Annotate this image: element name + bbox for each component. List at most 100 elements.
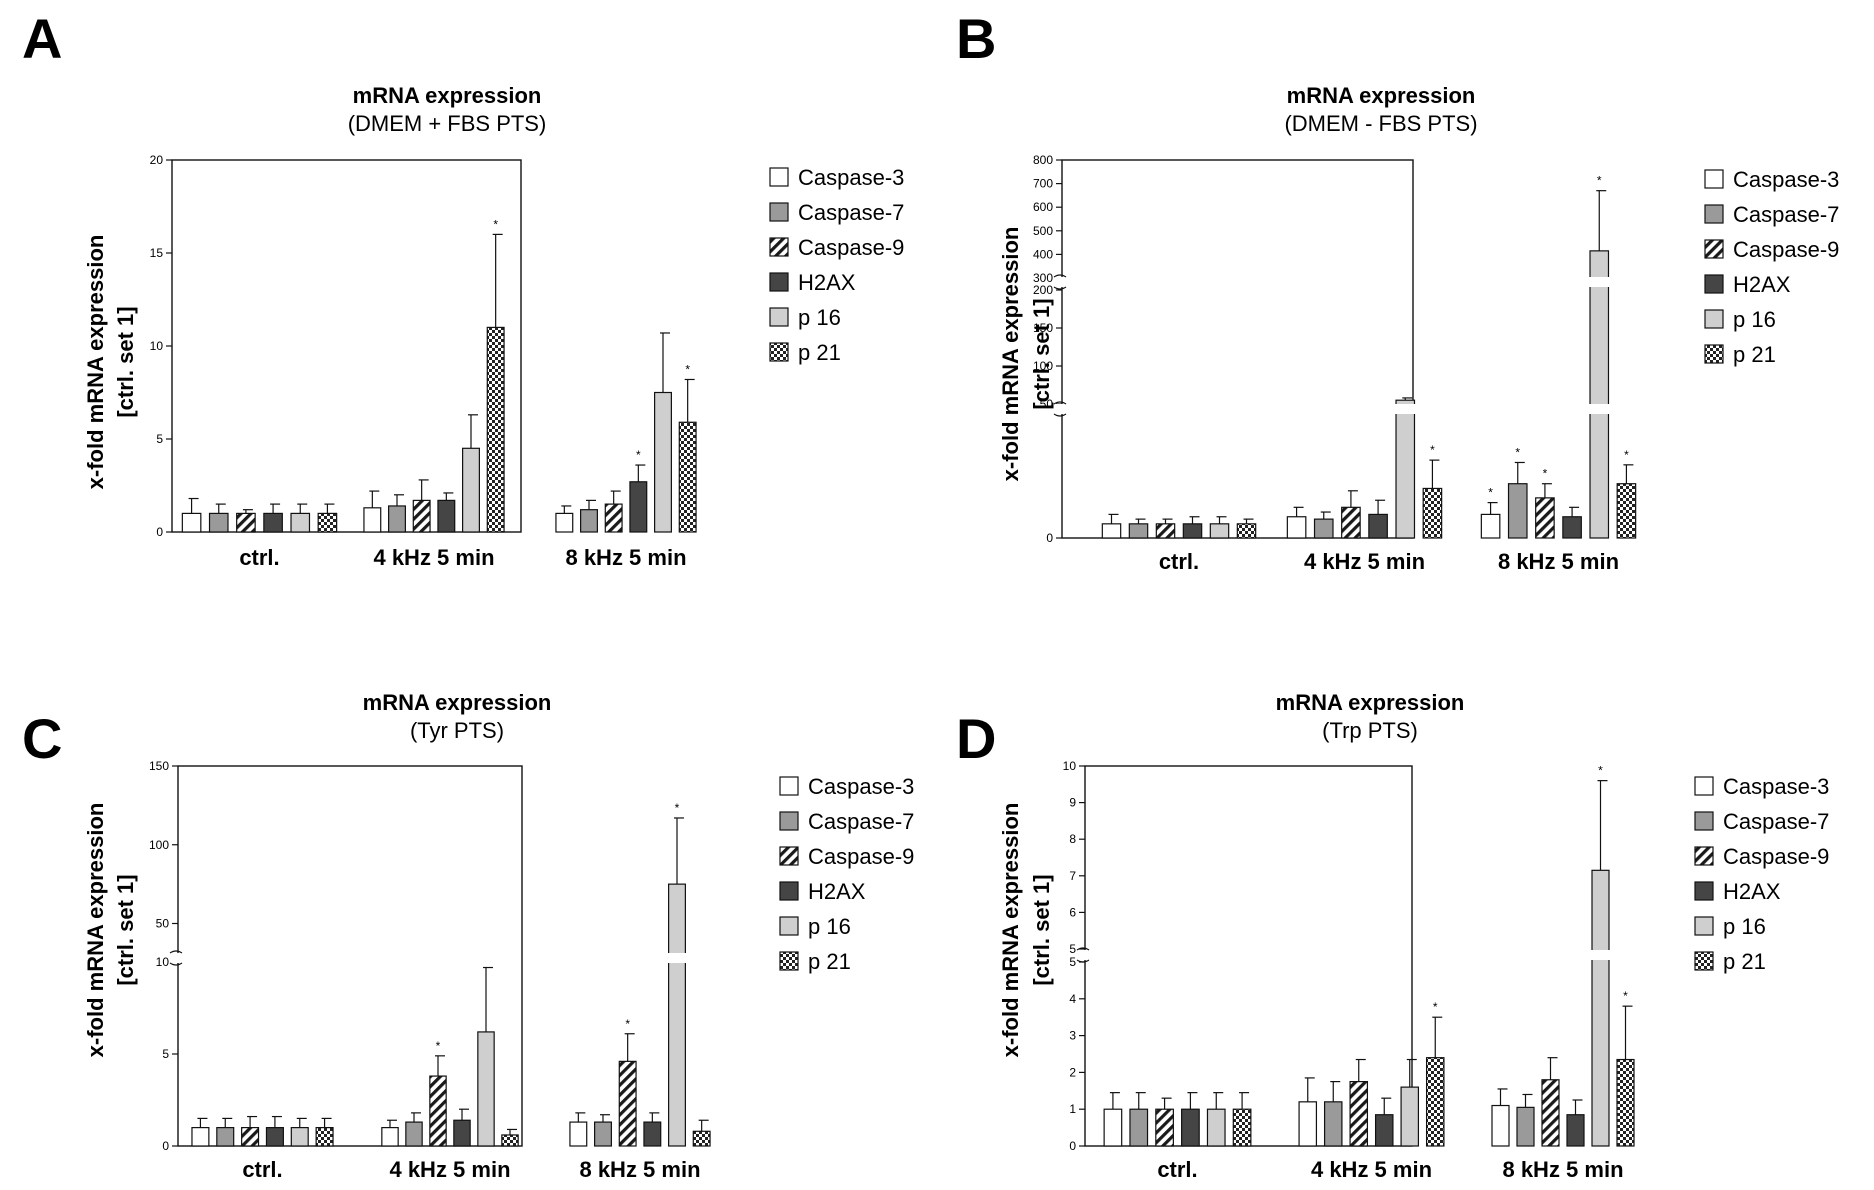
bar-p16 bbox=[290, 1126, 309, 1147]
bar-caspase-3 bbox=[191, 1126, 210, 1147]
bar-p21 bbox=[1425, 1057, 1445, 1147]
panel-letter: C bbox=[22, 707, 62, 770]
bar-caspase-3 bbox=[1103, 1108, 1123, 1147]
axis-break-gap bbox=[1077, 950, 1091, 960]
y-tick-label: 0 bbox=[1046, 531, 1053, 545]
y-tick-label: 0 bbox=[156, 525, 163, 539]
legend-label: p 21 bbox=[808, 949, 851, 974]
axis-break-gap bbox=[1054, 277, 1068, 287]
y-tick-label: 2 bbox=[1069, 1065, 1076, 1079]
significance-mark: * bbox=[436, 1039, 441, 1053]
x-category-label: 8 kHz 5 min bbox=[579, 1157, 700, 1182]
x-category-label: 4 kHz 5 min bbox=[373, 545, 494, 570]
legend-swatch bbox=[769, 237, 789, 257]
bar-h2ax bbox=[1566, 1114, 1585, 1147]
panel-letter: A bbox=[22, 7, 62, 70]
x-category-label: ctrl. bbox=[242, 1157, 282, 1182]
bar-p21 bbox=[1232, 1108, 1252, 1147]
bar-p16 bbox=[1395, 399, 1416, 539]
bar-h2ax bbox=[1368, 513, 1388, 539]
bar-p21 bbox=[315, 1126, 334, 1147]
bar-caspase-3 bbox=[1286, 516, 1307, 539]
y-tick-label: 200 bbox=[1033, 283, 1053, 297]
x-category-label: 8 kHz 5 min bbox=[565, 545, 686, 570]
y-tick-label: 1 bbox=[1069, 1102, 1076, 1116]
y-tick-label: 5 bbox=[1069, 942, 1076, 956]
legend-swatch bbox=[1704, 169, 1724, 189]
legend-label: p 21 bbox=[1733, 342, 1776, 367]
y-axis-label: x-fold mRNA expression bbox=[83, 803, 108, 1058]
axis-break-gap bbox=[1054, 404, 1068, 414]
bar-p16 bbox=[1591, 869, 1610, 1147]
bar-caspase-3 bbox=[1101, 523, 1122, 539]
bar-caspase-7 bbox=[1516, 1106, 1535, 1147]
bar-h2ax bbox=[629, 481, 648, 533]
bar-p16 bbox=[462, 447, 480, 533]
y-tick-label: 300 bbox=[1033, 271, 1053, 285]
significance-mark: * bbox=[1543, 467, 1548, 481]
axis-break-mark bbox=[1076, 947, 1090, 963]
bar-p21 bbox=[678, 421, 697, 533]
bar-p16 bbox=[1400, 1086, 1420, 1147]
bar-h2ax bbox=[1374, 1114, 1394, 1147]
y-axis-label-unit: [ctrl. set 1] bbox=[1029, 874, 1054, 985]
y-tick-label: 100 bbox=[149, 838, 169, 852]
y-tick-label: 4 bbox=[1069, 992, 1076, 1006]
legend-label: H2AX bbox=[798, 270, 856, 295]
bar-caspase-3 bbox=[555, 512, 574, 533]
bar-p16 bbox=[654, 391, 672, 533]
bar-caspase-9 bbox=[1155, 1108, 1174, 1147]
significance-mark: * bbox=[1515, 445, 1520, 459]
legend-label: Caspase-7 bbox=[1723, 809, 1829, 834]
bar-caspase-9 bbox=[604, 503, 623, 533]
bar-caspase-9 bbox=[1535, 497, 1555, 539]
chart-subtitle: (Trp PTS) bbox=[1322, 718, 1418, 743]
bar-caspase-7 bbox=[594, 1121, 612, 1147]
x-category-label: ctrl. bbox=[1159, 549, 1199, 574]
y-tick-label: 5 bbox=[162, 1047, 169, 1061]
axis-break-gap bbox=[170, 953, 184, 963]
bar-break-gap bbox=[1395, 404, 1416, 414]
legend-swatch bbox=[1704, 274, 1724, 294]
bar-p21 bbox=[486, 326, 505, 533]
chart-title: mRNA expression bbox=[1287, 83, 1476, 108]
bar-p16 bbox=[1206, 1108, 1226, 1147]
significance-mark: * bbox=[493, 217, 498, 231]
legend-label: Caspase-9 bbox=[1723, 844, 1829, 869]
significance-mark: * bbox=[1488, 486, 1493, 500]
y-tick-label: 700 bbox=[1033, 177, 1053, 191]
legend-swatch bbox=[1704, 204, 1724, 224]
bar-caspase-3 bbox=[1480, 513, 1501, 539]
legend-label: Caspase-7 bbox=[808, 809, 914, 834]
legend-label: H2AX bbox=[1733, 272, 1791, 297]
bar-caspase-9 bbox=[412, 499, 431, 533]
bar-caspase-3 bbox=[1491, 1104, 1510, 1147]
plot-frame bbox=[177, 765, 523, 1147]
chart-title: mRNA expression bbox=[363, 690, 552, 715]
bar-h2ax bbox=[265, 1126, 284, 1147]
legend-label: H2AX bbox=[1723, 879, 1781, 904]
bar-caspase-3 bbox=[363, 507, 382, 533]
y-tick-label: 3 bbox=[1069, 1029, 1076, 1043]
legend-swatch bbox=[769, 202, 789, 222]
legend-label: p 16 bbox=[1733, 307, 1776, 332]
bar-p16 bbox=[290, 512, 311, 533]
legend-label: p 16 bbox=[798, 305, 841, 330]
panel-letter: D bbox=[956, 707, 996, 770]
y-tick-label: 100 bbox=[1033, 359, 1053, 373]
bar-caspase-7 bbox=[1323, 1101, 1343, 1147]
bar-h2ax bbox=[1562, 516, 1582, 539]
chart-title: mRNA expression bbox=[1276, 690, 1465, 715]
bar-caspase-7 bbox=[1313, 518, 1334, 539]
bar-h2ax bbox=[263, 512, 283, 533]
x-category-label: 8 kHz 5 min bbox=[1498, 549, 1619, 574]
bar-caspase-7 bbox=[580, 509, 598, 533]
significance-mark: * bbox=[1597, 174, 1602, 188]
legend-label: p 16 bbox=[808, 914, 851, 939]
bar-p21 bbox=[501, 1134, 519, 1147]
y-tick-label: 0 bbox=[1069, 1139, 1076, 1153]
y-tick-label: 20 bbox=[150, 153, 164, 167]
